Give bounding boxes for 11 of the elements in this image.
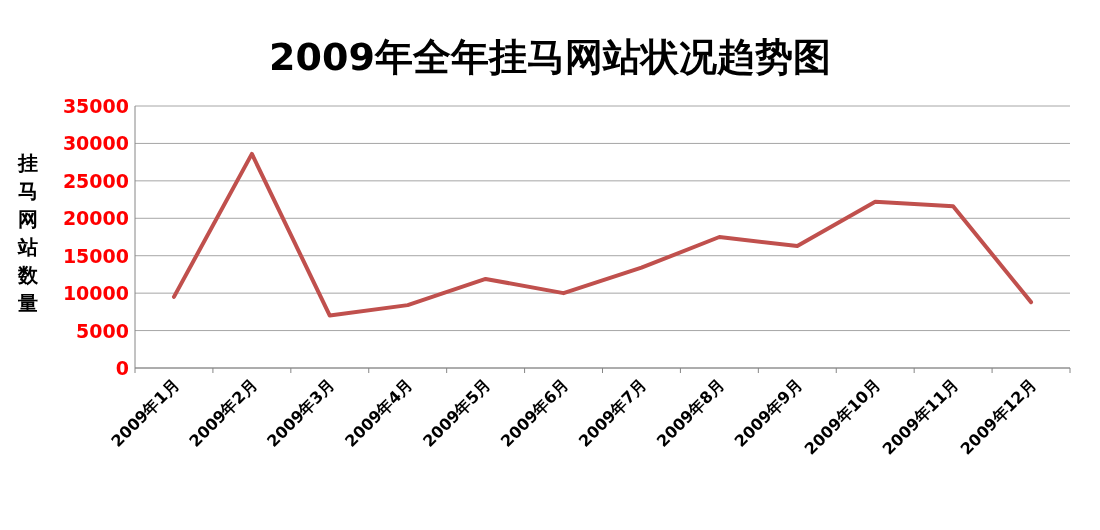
- y-tick-label: 25000: [62, 169, 129, 192]
- y-tick-label: 5000: [76, 319, 129, 342]
- y-tick-label: 10000: [62, 282, 129, 305]
- y-tick-label: 30000: [62, 132, 129, 155]
- chart-title: 2009年全年挂马网站状况趋势图: [269, 35, 831, 79]
- y-tick-label: 20000: [62, 207, 129, 230]
- line-series: [171, 151, 1034, 318]
- y-tick-label: 15000: [62, 244, 129, 267]
- y-tick-label: 0: [115, 357, 129, 379]
- y-tick-label: 35000: [62, 95, 129, 117]
- y-axis-title: 挂马网站数量: [17, 151, 39, 315]
